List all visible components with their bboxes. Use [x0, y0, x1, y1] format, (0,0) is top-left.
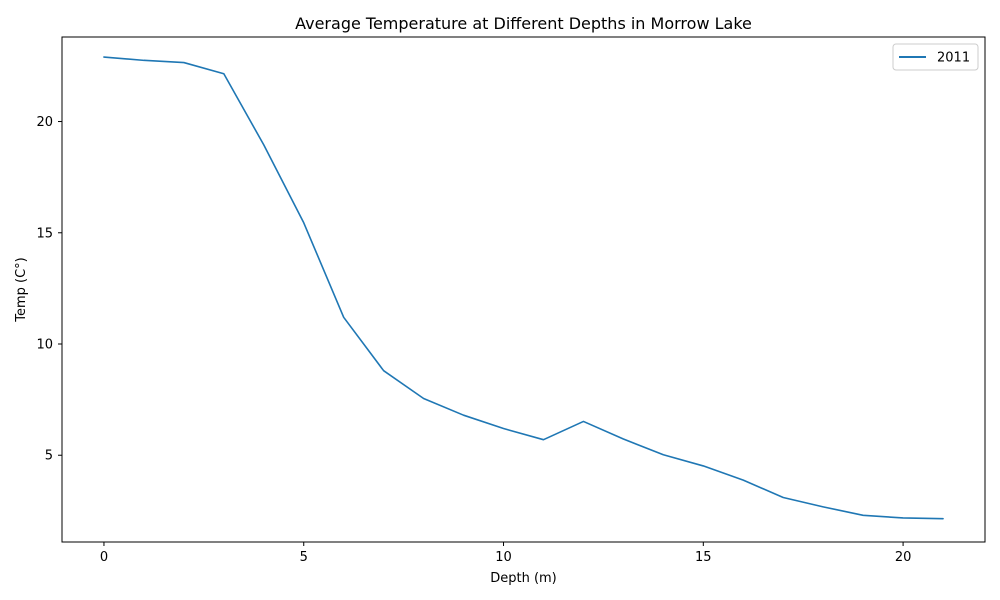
x-tick-label: 10: [495, 550, 512, 565]
x-tick-label: 5: [300, 550, 308, 565]
legend-box: [892, 43, 979, 71]
y-axis: 5 10 15 20: [36, 115, 62, 464]
legend-label-2011: 2011: [937, 51, 970, 66]
x-tick-label: 20: [895, 550, 912, 565]
x-tick-label: 15: [695, 550, 712, 565]
chart-title: Average Temperature at Different Depths …: [295, 14, 752, 33]
y-tick-label: 15: [36, 226, 53, 241]
plot-frame: [61, 36, 986, 543]
x-axis-label: Depth (m): [490, 571, 557, 586]
y-axis-label: Temp (C°): [14, 257, 29, 323]
series-line-2011: [103, 56, 944, 520]
x-tick-label: 0: [100, 550, 108, 565]
legend: 2011: [892, 43, 979, 71]
y-tick-label: 20: [36, 115, 53, 130]
y-tick-label: 5: [45, 449, 53, 464]
x-axis: 0 5 10 15 20: [100, 542, 912, 565]
plot-area: [103, 56, 944, 520]
y-tick-label: 10: [36, 338, 53, 353]
